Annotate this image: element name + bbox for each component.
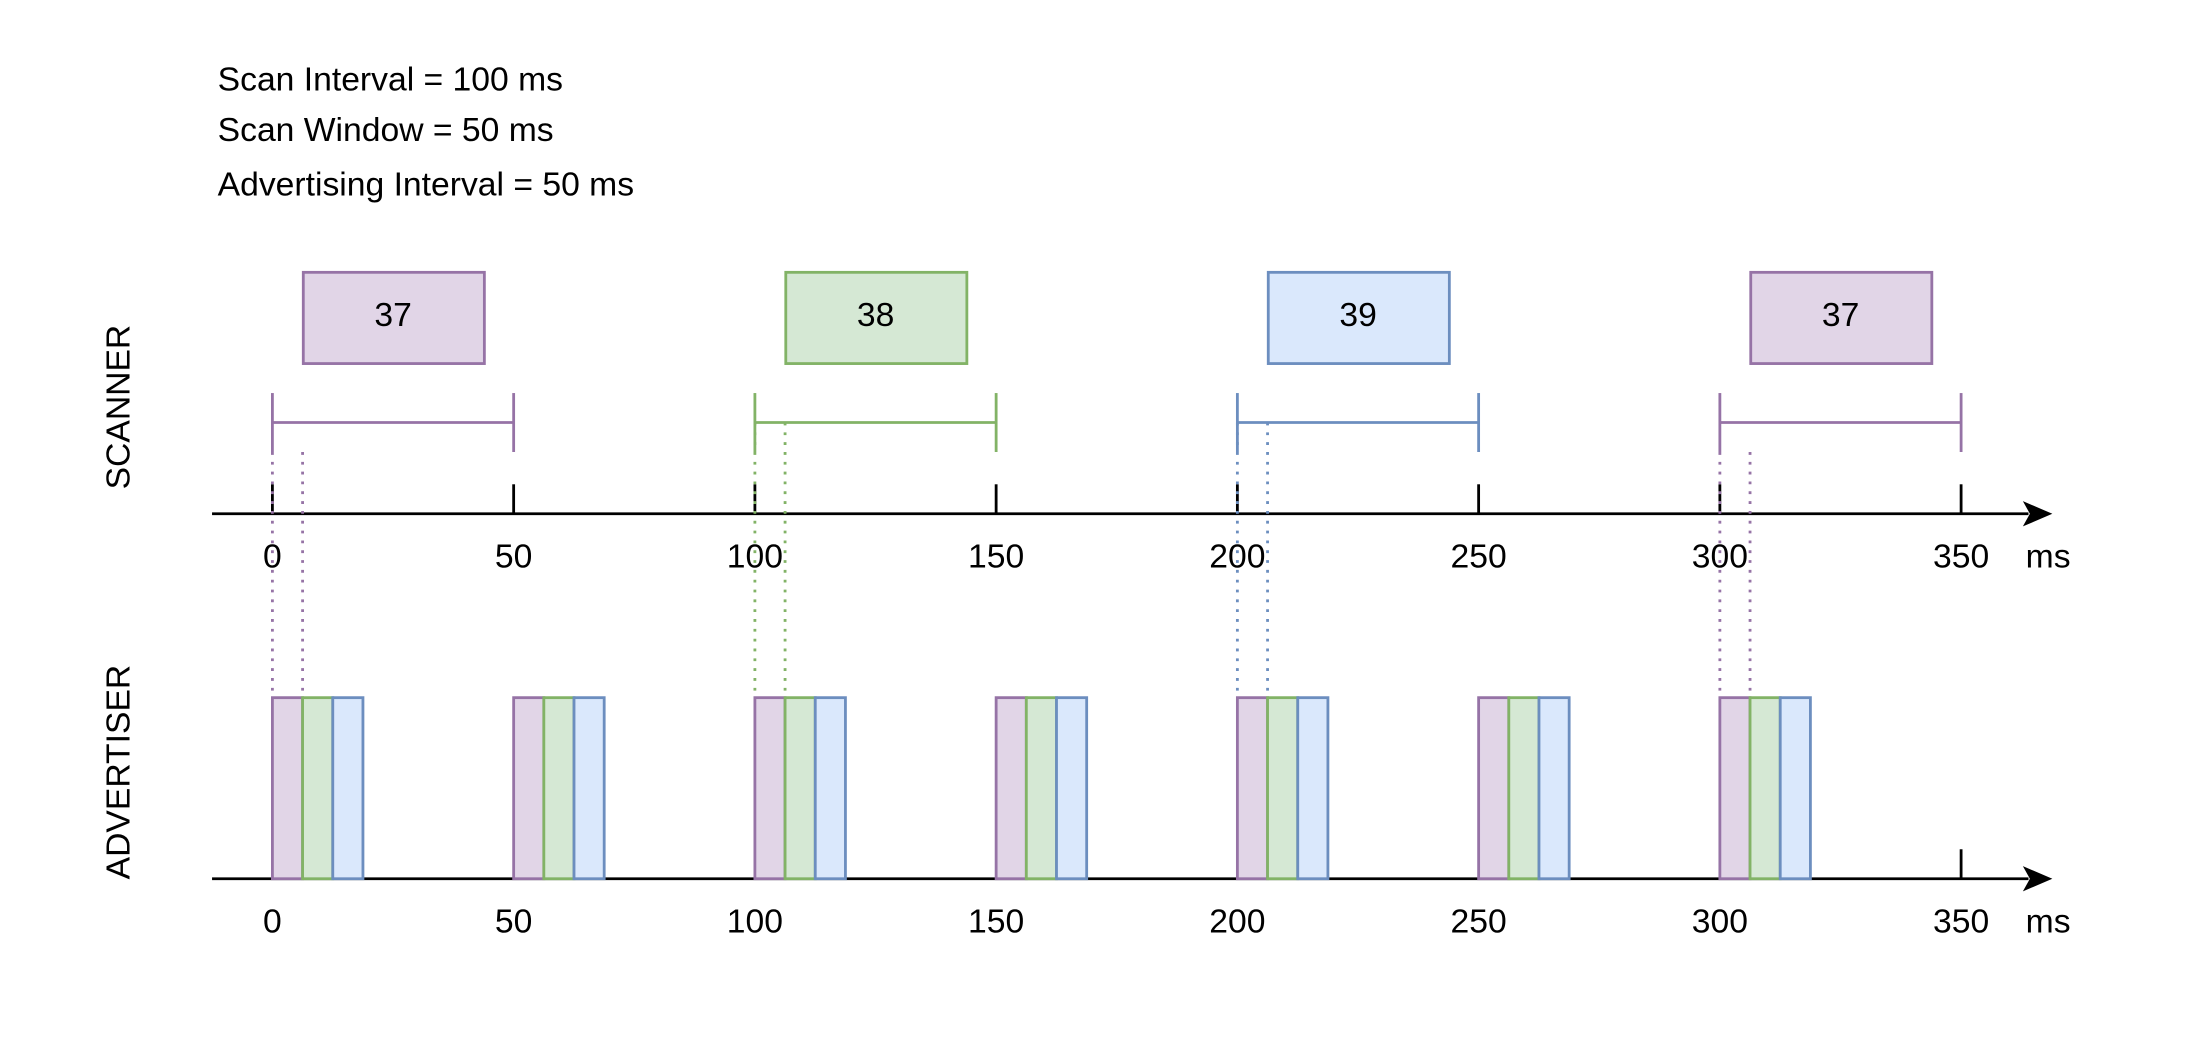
adv-packet (1718, 696, 1752, 881)
adv-packet (331, 696, 365, 881)
adv-packet (1266, 696, 1300, 881)
adv-packet (271, 696, 304, 881)
tick-label: 300 (1692, 539, 1748, 576)
tick-label: 0 (263, 904, 282, 941)
tick-label: 150 (968, 904, 1024, 941)
channel-label: 37 (1822, 297, 1859, 334)
adv-packet (301, 696, 335, 881)
channel-label: 37 (374, 297, 411, 334)
adv-packet (1024, 696, 1058, 881)
tick-label: 50 (495, 539, 532, 576)
adv-packet (783, 696, 817, 881)
channel-label: 39 (1339, 297, 1376, 334)
channel-box (784, 270, 969, 365)
tick-label: 250 (1451, 539, 1507, 576)
channel-box (301, 270, 486, 365)
channel-box (1266, 270, 1451, 365)
adv-packet (1748, 696, 1782, 881)
adv-packet (1507, 696, 1541, 881)
tick-label: 100 (727, 539, 783, 576)
adv-packet (1296, 696, 1330, 881)
note: Advertising Interval = 50 ms (218, 167, 634, 204)
adv-packet (1537, 696, 1571, 881)
tick-label: 0 (263, 539, 282, 576)
adv-packet (1778, 696, 1812, 881)
adv-packet (994, 696, 1028, 881)
advertiser-label: ADVERTISER (101, 665, 138, 880)
tick-label: 100 (727, 904, 783, 941)
tick-label: 350 (1933, 539, 1989, 576)
adv-packet (542, 696, 576, 881)
adv-packet (813, 696, 847, 881)
tick-label: 300 (1692, 904, 1748, 941)
tick-label: 350 (1933, 904, 1989, 941)
adv-packet (753, 696, 787, 881)
adv-packet (1477, 696, 1511, 881)
axis-unit: ms (2026, 904, 2071, 941)
note: Scan Window = 50 ms (218, 112, 554, 149)
tick-label: 200 (1209, 904, 1265, 941)
tick-label: 200 (1209, 539, 1265, 576)
adv-packet (1055, 696, 1089, 881)
adv-packet (512, 696, 546, 881)
axis-unit: ms (2026, 539, 2071, 576)
adv-packet (1235, 696, 1269, 881)
axis-arrow (2022, 866, 2053, 892)
tick-label: 250 (1451, 904, 1507, 941)
channel-box (1749, 270, 1934, 365)
tick-label: 50 (495, 904, 532, 941)
note: Scan Interval = 100 ms (218, 61, 563, 98)
tick-label: 150 (968, 539, 1024, 576)
scanner-label: SCANNER (101, 325, 138, 490)
axis-arrow (2022, 501, 2053, 527)
adv-packet (572, 696, 606, 881)
channel-label: 38 (857, 297, 894, 334)
